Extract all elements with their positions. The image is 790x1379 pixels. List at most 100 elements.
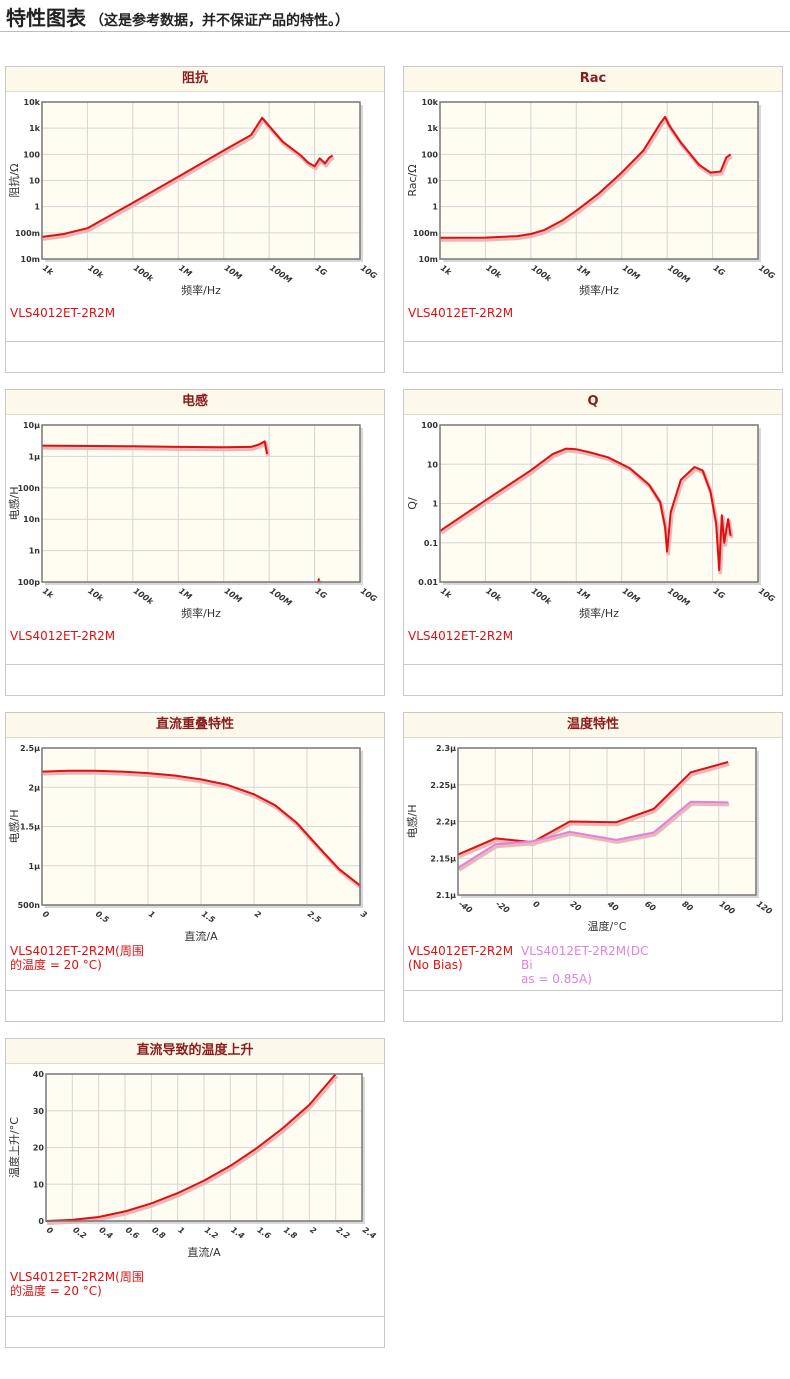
- plot-frame: [457, 747, 757, 896]
- chart-card-inductance: 电感 100p 1n 10n 100n 1μ 10μ 1k 10k 100k 1M 10M 100M 1…: [5, 389, 385, 696]
- y-tick-label: 30: [33, 1107, 45, 1116]
- y-tick-label: 10n: [23, 515, 40, 524]
- series-line: [41, 769, 361, 887]
- x-tick-label: 10k: [484, 263, 503, 280]
- x-tick-label: 0.6: [124, 1225, 141, 1241]
- card-footer: [404, 990, 782, 1021]
- chart-title: 直流导致的温度上升: [6, 1039, 384, 1064]
- title-divider: [0, 31, 790, 32]
- x-tick-label: 2.4: [361, 1225, 378, 1241]
- x-tick-label: 1k: [41, 586, 56, 600]
- x-axis-title: 温度/°C: [588, 919, 627, 933]
- y-tick-label: 1k: [29, 124, 41, 133]
- y-tick-label: 1: [34, 203, 40, 212]
- y-axis-title: Q/: [406, 497, 419, 510]
- x-tick-label: 100M: [268, 586, 293, 608]
- series-line: [457, 761, 729, 856]
- plot-area: [42, 425, 360, 582]
- x-tick-label: 10G: [359, 263, 379, 281]
- y-tick-label: 1k: [427, 124, 439, 133]
- card-footer: [6, 664, 384, 695]
- plot-frame: [41, 424, 361, 583]
- card-footer: [6, 341, 384, 372]
- x-tick-label: 1M: [177, 586, 193, 601]
- x-tick-label: 40: [605, 899, 620, 914]
- x-tick-label: 0.5: [94, 909, 111, 925]
- y-tick-label: 500n: [18, 901, 41, 910]
- x-tick-label: 100k: [530, 586, 554, 606]
- x-tick-label: 80: [680, 899, 695, 913]
- x-tick-label: 1k: [439, 586, 454, 600]
- y-tick-label: 100n: [18, 484, 41, 493]
- legend-item: VLS4012ET-2R2M (No Bias): [408, 944, 514, 972]
- x-tick-label: 1.5: [200, 909, 217, 925]
- y-tick-label: 10: [29, 177, 41, 186]
- chart-card-impedance: 阻抗 10m 100m 1 10 100 1k 10k 1k 10k 100k 1M 10M 100M 1…: [5, 66, 385, 373]
- x-tick-label: 1M: [575, 586, 591, 601]
- x-tick-label: 100k: [132, 263, 156, 283]
- chart-title: 直流重叠特性: [6, 713, 384, 738]
- series-shadow: [440, 116, 733, 242]
- chart-card-temp-rise: 直流导致的温度上升 0 10 20 30 40 0 0.2 0.4 0.6 0.8 1 1.2 1.4 1…: [5, 1038, 385, 1348]
- x-tick-label: 10G: [757, 586, 777, 604]
- y-tick-label: 10μ: [23, 421, 40, 430]
- chart-card-dc-bias: 直流重叠特性 500n 1μ 1.5μ 2μ 2.5μ 0 0.5 1 1.5 2 2.5 3 直流/A…: [5, 712, 385, 1022]
- y-tick-label: 2.5μ: [20, 744, 40, 753]
- y-axis-title: 电感/H: [8, 810, 21, 844]
- x-axis-title: 直流/A: [184, 929, 218, 943]
- series-line: [457, 800, 729, 869]
- y-tick-label: 1μ: [29, 862, 41, 871]
- legend-item: VLS4012ET-2R2M(周围 的温度 = 20 °C): [10, 944, 144, 972]
- x-tick-label: 1: [177, 1225, 187, 1236]
- x-tick-label: 1G: [313, 263, 328, 278]
- x-tick-label: 0.2: [71, 1225, 88, 1241]
- y-tick-label: 1μ: [29, 452, 41, 461]
- impedance-chart: 10m 100m 1 10 100 1k 10k 1k 10k 100k 1M 10M 100M 1G 10…: [7, 98, 379, 297]
- y-axis-title: 电感/H: [8, 487, 21, 521]
- y-tick-label: 2.1μ: [436, 891, 456, 900]
- plot-frame: [439, 101, 759, 260]
- y-tick-label: 100: [23, 150, 40, 159]
- x-tick-label: 0.4: [98, 1225, 115, 1241]
- chart-title: 阻抗: [6, 67, 384, 92]
- x-tick-label: 1M: [575, 263, 591, 278]
- y-tick-label: 20: [33, 1144, 45, 1153]
- y-tick-label: 10m: [21, 255, 40, 264]
- x-tick-label: 20: [569, 899, 584, 913]
- q-chart: 0.01 0.1 1 10 100 1k 10k 100k 1M 10M 100M 1G 10G 频率/H…: [406, 421, 777, 620]
- x-tick-label: 10M: [621, 586, 642, 604]
- x-tick-label: 0: [45, 1225, 55, 1236]
- x-tick-label: 10M: [223, 586, 244, 604]
- legend-item: VLS4012ET-2R2M(周围 的温度 = 20 °C): [10, 1270, 144, 1298]
- y-tick-label: 1: [432, 500, 438, 509]
- y-tick-label: 10: [33, 1180, 45, 1189]
- temperature-chart: 2.1μ 2.15μ 2.2μ 2.25μ 2.3μ -40 -20 0 20 40 60 80 100…: [406, 744, 774, 933]
- y-tick-label: 2.2μ: [436, 818, 456, 827]
- x-tick-label: 0.8: [150, 1225, 167, 1241]
- y-tick-label: 0.01: [418, 578, 438, 587]
- x-tick-label: 10k: [484, 586, 503, 603]
- inductance-chart: 100p 1n 10n 100n 1μ 10μ 1k 10k 100k 1M 10M 100M 1G 10…: [8, 421, 379, 620]
- x-tick-label: 100M: [666, 263, 691, 285]
- page-subtitle: （这是参考数据，并不保证产品的特性。）: [90, 13, 349, 29]
- plot-frame: [41, 747, 361, 906]
- x-axis-title: 频率/Hz: [579, 283, 619, 297]
- y-tick-label: 100m: [15, 229, 40, 238]
- legend-item: VLS4012ET-2R2M: [10, 306, 116, 320]
- y-tick-label: 10: [427, 460, 439, 469]
- y-tick-label: 10: [427, 177, 439, 186]
- series-shadow: [46, 1074, 339, 1225]
- y-tick-label: 2.15μ: [430, 854, 456, 863]
- chart-title: 电感: [6, 390, 384, 415]
- x-tick-label: 1.4: [229, 1225, 246, 1241]
- y-tick-label: 10k: [24, 98, 41, 107]
- x-tick-label: 1.2: [203, 1225, 220, 1241]
- y-axis-title: 温度上升/°C: [7, 1117, 21, 1178]
- page-title-main: 特性图表: [6, 6, 86, 30]
- x-tick-label: 1k: [41, 263, 56, 277]
- series-line: [41, 440, 269, 455]
- x-axis-title: 频率/Hz: [579, 606, 619, 620]
- x-tick-label: 1k: [439, 263, 454, 277]
- legend-item: VLS4012ET-2R2M(DC Bi as = 0.85A): [521, 944, 649, 986]
- y-tick-label: 0.1: [424, 539, 439, 548]
